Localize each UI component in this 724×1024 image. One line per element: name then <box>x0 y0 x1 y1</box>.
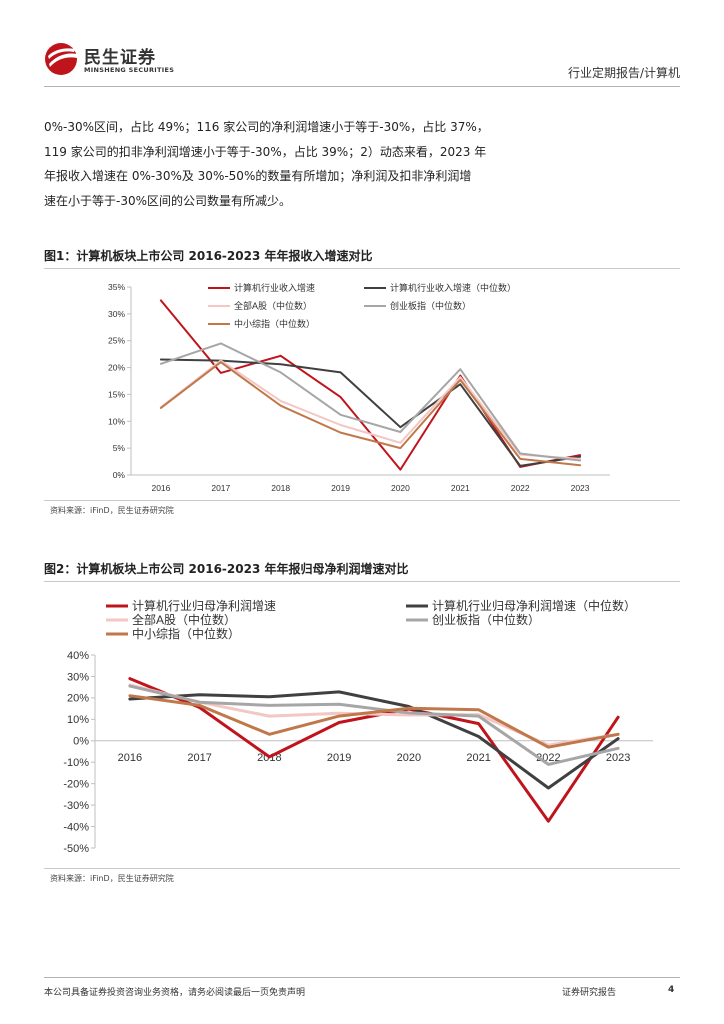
y-tick-label: 35% <box>108 282 125 292</box>
y-tick-label: 10% <box>108 416 125 426</box>
y-tick-label: 25% <box>108 336 125 346</box>
x-tick-label: 2017 <box>187 752 211 764</box>
body-line: 0%-30%区间，占比 49%；116 家公司的净利润增速小于等于-30%，占比… <box>44 120 489 134</box>
y-tick-label: 5% <box>113 443 126 453</box>
x-tick-label: 2023 <box>606 752 630 764</box>
x-tick-label: 2021 <box>451 483 470 493</box>
y-tick-label: 0% <box>73 736 89 748</box>
footer-divider <box>44 977 680 978</box>
figure2-source: 资料来源：iFinD，民生证券研究院 <box>50 874 174 883</box>
legend-label: 全部A股（中位数） <box>234 300 312 311</box>
x-tick-label: 2016 <box>151 483 170 493</box>
y-tick-label: 10% <box>67 714 89 726</box>
y-tick-label: -20% <box>63 779 89 791</box>
legend-label: 创业板指（中位数） <box>432 612 540 627</box>
y-tick-label: 0% <box>113 470 126 480</box>
legend-label: 计算机行业归母净利润增速 <box>132 598 276 613</box>
footer-disclaimer: 本公司具备证券投资咨询业务资格，请务必阅读最后一页免责声明 <box>44 988 306 998</box>
legend-label: 中小综指（中位数） <box>234 318 315 329</box>
series-line-2 <box>159 358 582 467</box>
legend-label: 计算机行业收入增速（中位数） <box>390 282 516 293</box>
y-tick-label: 20% <box>67 693 89 705</box>
x-tick-label: 2021 <box>466 752 490 764</box>
legend-label: 中小综指（中位数） <box>132 626 240 641</box>
legend-label: 计算机行业收入增速 <box>234 282 315 293</box>
y-tick-label: 30% <box>67 671 89 683</box>
figure2-title: 图2：计算机板块上市公司 2016-2023 年年报归母净利润增速对比 <box>44 562 409 576</box>
figure1-source: 资料来源：iFinD，民生证券研究院 <box>50 506 174 515</box>
x-tick-label: 2018 <box>271 483 290 493</box>
body-paragraph: 0%-30%区间，占比 49%；116 家公司的净利润增速小于等于-30%，占比… <box>44 115 489 213</box>
legend-label: 计算机行业归母净利润增速（中位数） <box>432 598 636 613</box>
body-line: 119 家公司的扣非净利润增速小于等于-30%，占比 39%；2）动态来看，20… <box>44 144 487 159</box>
logo-emblem-icon <box>45 43 77 75</box>
figure2-bottom-divider <box>44 868 680 869</box>
x-tick-label: 2022 <box>511 483 530 493</box>
x-tick-label: 2020 <box>397 752 421 764</box>
series-line-5 <box>128 694 620 749</box>
figure1-title-divider <box>44 268 680 269</box>
report-section-label: 行业定期报告/计算机 <box>567 66 680 80</box>
figure1-title: 图1：计算机板块上市公司 2016-2023 年年报收入增速对比 <box>44 249 373 263</box>
page-number: 4 <box>668 985 675 995</box>
x-tick-label: 2019 <box>327 752 351 764</box>
series-line-1 <box>128 677 620 823</box>
body-line: 速在小于等于-30%区间的公司数量有所减少。 <box>44 193 292 208</box>
figure2-title-divider <box>44 581 680 582</box>
x-tick-label: 2016 <box>118 752 142 764</box>
y-tick-label: -10% <box>63 757 89 769</box>
y-tick-label: -50% <box>63 843 89 855</box>
series-line-3 <box>159 359 582 460</box>
y-tick-label: -40% <box>63 821 89 833</box>
y-tick-label: 15% <box>108 389 125 399</box>
header-divider <box>44 86 680 87</box>
y-tick-label: 40% <box>67 650 89 662</box>
company-logo: 民生证券 MINSHENG SECURITIES <box>44 40 204 80</box>
body-line: 年报收入增速在 0%-30%及 30%-50%的数量有所增加；净利润及扣非净利润… <box>44 169 472 183</box>
series-line-4 <box>159 342 582 462</box>
series-line-5 <box>159 361 582 467</box>
y-tick-label: 20% <box>108 363 125 373</box>
logo-text-en: MINSHENG SECURITIES <box>84 66 175 74</box>
figure1-bottom-divider <box>44 500 680 501</box>
logo-text-cn: 民生证券 <box>84 48 156 68</box>
legend-label: 创业板指（中位数） <box>390 300 471 311</box>
x-tick-label: 2019 <box>331 483 350 493</box>
x-tick-label: 2023 <box>571 483 590 493</box>
series-line-2 <box>128 690 620 790</box>
y-tick-label: -30% <box>63 800 89 812</box>
legend-label: 全部A股（中位数） <box>132 612 236 627</box>
series-line-4 <box>128 684 620 766</box>
x-tick-label: 2020 <box>391 483 410 493</box>
y-tick-label: 30% <box>108 309 125 319</box>
footer-report-type: 证券研究报告 <box>562 988 617 998</box>
x-tick-label: 2017 <box>211 483 230 493</box>
